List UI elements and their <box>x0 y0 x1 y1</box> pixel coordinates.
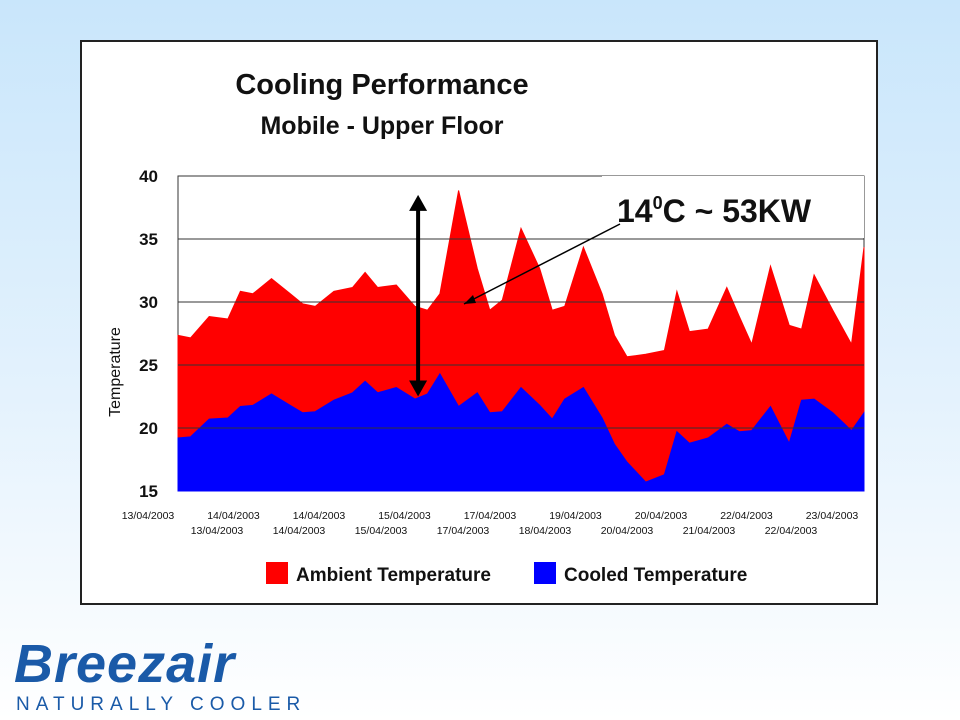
annotation: 140C ~ 53KW <box>409 176 864 397</box>
annotation-label: 140C ~ 53KW <box>617 193 812 229</box>
legend-label: Ambient Temperature <box>296 565 491 586</box>
x-tick-label: 15/04/2003 <box>355 525 408 537</box>
x-tick-label: 14/04/2003 <box>273 525 326 537</box>
y-tick-label: 15 <box>139 482 158 501</box>
x-tick-label: 19/04/2003 <box>549 510 602 522</box>
annotation-pointer <box>463 223 621 305</box>
x-tick-label: 14/04/2003 <box>207 510 260 522</box>
y-axis-label: Temperature <box>107 327 124 417</box>
legend-swatch <box>534 562 556 584</box>
annotation-box <box>602 176 864 238</box>
annotation-pointer-head <box>464 295 476 304</box>
legend-label: Cooled Temperature <box>564 565 747 586</box>
chart-panel: Cooling Performance Mobile - Upper Floor… <box>80 40 878 605</box>
cooling-performance-chart: Cooling Performance Mobile - Upper Floor… <box>107 69 865 586</box>
x-tick-label: 21/04/2003 <box>683 525 736 537</box>
x-tick-label: 13/04/2003 <box>122 510 175 522</box>
chart-title: Cooling Performance <box>235 69 528 101</box>
x-tick-label: 20/04/2003 <box>601 525 654 537</box>
x-tick-label: 22/04/2003 <box>720 510 773 522</box>
y-tick-label: 30 <box>139 293 158 312</box>
arrow-head-up <box>409 194 428 211</box>
x-tick-label: 17/04/2003 <box>464 510 517 522</box>
annotation-value: 14 <box>617 193 653 229</box>
annotation-degree-superscript: 0 <box>653 193 663 213</box>
legend: Ambient Temperature Cooled Temperature <box>266 562 747 586</box>
breezair-logo: Breezair NATURALLY COOLER <box>14 634 306 715</box>
x-tick-label: 20/04/2003 <box>635 510 688 522</box>
series-area-cooled <box>177 372 865 492</box>
chart-subtitle: Mobile - Upper Floor <box>260 112 503 140</box>
x-tick-label: 14/04/2003 <box>293 510 346 522</box>
x-tick-label: 18/04/2003 <box>519 525 572 537</box>
x-tick-label: 17/04/2003 <box>437 525 490 537</box>
legend-swatch <box>266 562 288 584</box>
x-tick-label: 22/04/2003 <box>765 525 818 537</box>
x-tick-label: 23/04/2003 <box>806 510 859 522</box>
arrow-head-down <box>409 380 428 397</box>
y-tick-label: 40 <box>139 167 158 186</box>
y-tick-label: 35 <box>139 230 158 249</box>
logo-tagline: NATURALLY COOLER <box>16 694 306 715</box>
x-tick-label: 15/04/2003 <box>378 510 431 522</box>
annotation-unit: C ~ 53KW <box>663 193 812 229</box>
y-tick-label: 25 <box>139 356 158 375</box>
y-tick-label: 20 <box>139 419 158 438</box>
x-tick-label: 13/04/2003 <box>191 525 244 537</box>
logo-wordmark: Breezair <box>14 634 237 694</box>
